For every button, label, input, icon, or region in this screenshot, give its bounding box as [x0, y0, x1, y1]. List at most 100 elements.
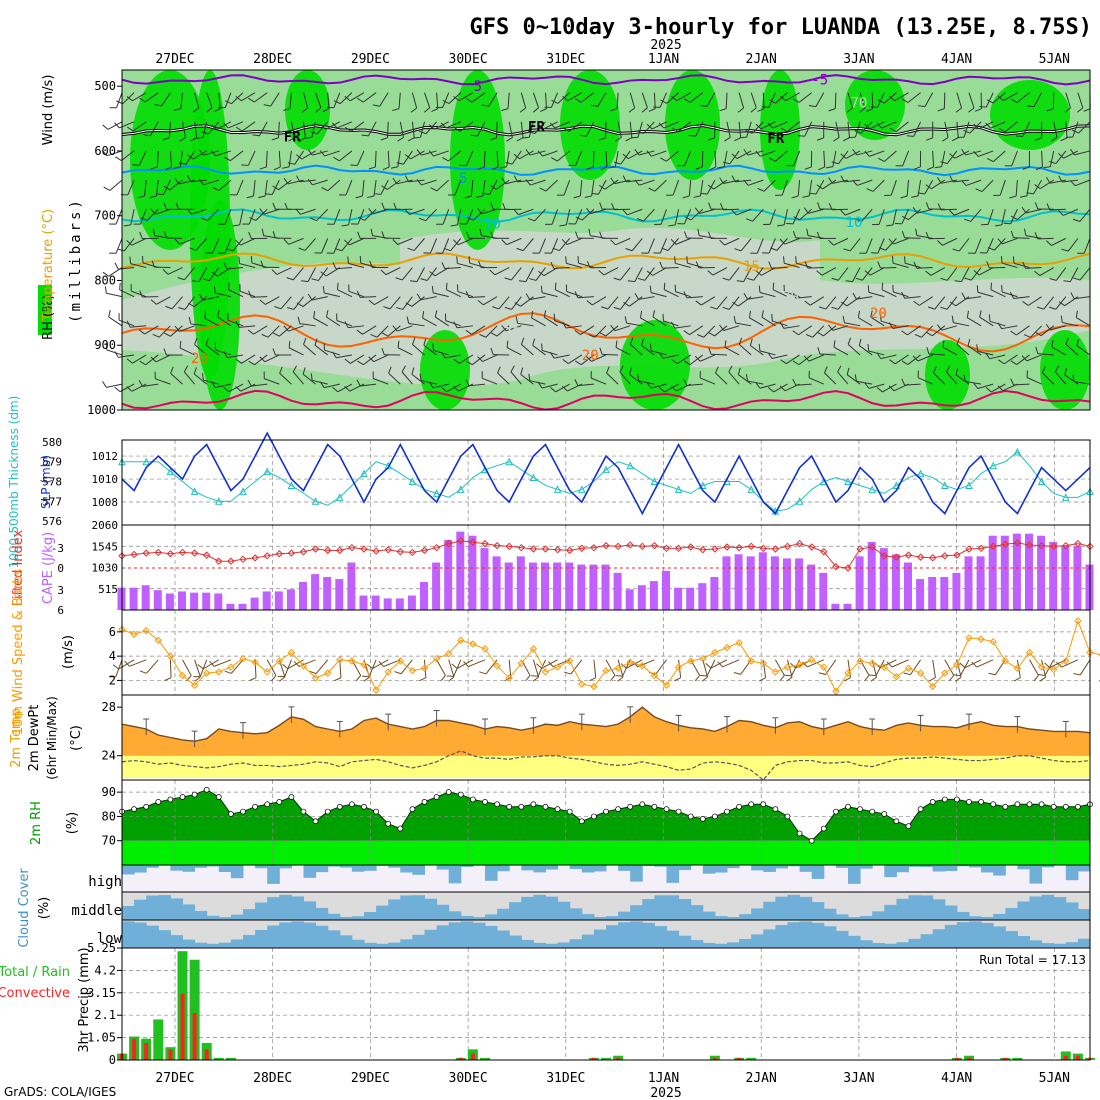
- upper-wind-barb-flag: [755, 150, 761, 157]
- cape-bar: [528, 562, 537, 610]
- thickness-marker: [214, 497, 223, 505]
- upper-wind-barb-flag: [259, 356, 266, 363]
- cloud-mid-bar: [787, 894, 801, 920]
- wind-speed-marker: [541, 668, 550, 676]
- cloud-high-bar: [194, 865, 208, 868]
- upper-wind-barb: [239, 290, 256, 298]
- upper-wind-barb: [941, 150, 946, 167]
- upper-wind-barb-flag: [411, 367, 415, 375]
- upper-wind-barb-flag: [646, 382, 652, 389]
- upper-wind-barb-flag: [559, 224, 567, 227]
- upper-wind-barb-flag: [624, 316, 628, 324]
- upper-wind-barb-flag: [936, 324, 942, 331]
- upper-wind-barb: [553, 267, 570, 269]
- upper-wind-barb-flag: [314, 338, 318, 346]
- upper-wind-barb-flag: [344, 95, 351, 102]
- precip-conv-bar: [180, 993, 185, 1060]
- upper-wind-barb: [171, 296, 183, 310]
- upper-wind-barb-flag: [357, 231, 361, 239]
- upper-wind-barb: [337, 383, 353, 393]
- upper-wind-barb-flag: [223, 351, 228, 358]
- upper-wind-barb-flag: [628, 107, 635, 113]
- upper-wind-barb-flag: [235, 126, 243, 132]
- surface-wind-barb-flag: [479, 671, 487, 675]
- upper-wind-barb: [796, 262, 812, 269]
- wind-speed-marker: [1013, 664, 1022, 672]
- cape-bar: [299, 581, 307, 610]
- upper-wind-barb: [458, 92, 474, 102]
- upper-wind-barb: [871, 92, 874, 109]
- upper-wind-barb-flag: [212, 186, 220, 192]
- upper-wind-barb: [510, 371, 522, 385]
- upper-wind-barb-flag: [688, 134, 696, 137]
- upper-wind-barb: [263, 208, 280, 215]
- upper-wind-barb-flag: [333, 100, 341, 105]
- upper-wind-barb-flag: [809, 192, 817, 195]
- upper-wind-barb: [506, 150, 510, 167]
- upper-wind-barb-flag: [797, 135, 805, 137]
- upper-wind-barb-flag: [320, 124, 326, 130]
- cloud-mid-bar: [654, 895, 667, 920]
- upper-wind-barb-flag: [750, 107, 757, 113]
- upper-wind-barb-flag: [283, 238, 290, 245]
- upper-wind-barb-flag: [201, 131, 209, 135]
- surface-wind-barb-flag: [953, 674, 961, 677]
- upper-wind-barb-flag: [453, 385, 459, 392]
- upper-wind-barb: [520, 373, 534, 385]
- upper-wind-barb: [425, 208, 437, 222]
- upper-wind-barb: [553, 354, 570, 359]
- upper-wind-barb: [433, 150, 449, 157]
- upper-wind-barb-flag: [724, 137, 731, 142]
- thickness-marker: [650, 477, 659, 486]
- upper-wind-barb-flag: [381, 332, 389, 337]
- upper-wind-barb: [904, 296, 921, 299]
- upper-wind-barb-flag: [1063, 280, 1071, 283]
- cape-bar: [1037, 535, 1046, 610]
- upper-wind-barb: [856, 179, 873, 186]
- upper-wind-barb-flag: [152, 333, 160, 338]
- cloud-high-bar: [230, 865, 244, 879]
- upper-wind-barb: [1016, 354, 1030, 365]
- rh-marker: [445, 789, 452, 795]
- li-tick: 6: [57, 604, 64, 617]
- rh-tick: 70: [102, 834, 116, 848]
- surface-wind-barb: [169, 659, 172, 678]
- upper-wind-barb: [215, 292, 232, 298]
- upper-wind-barb: [687, 262, 703, 269]
- upper-wind-barb-flag: [968, 107, 975, 113]
- upper-wind-barb: [170, 372, 183, 385]
- surface-wind-barb-flag: [959, 662, 966, 669]
- upper-wind-barb-flag: [966, 310, 969, 318]
- upper-wind-barb-flag: [783, 256, 785, 264]
- rh-marker: [397, 825, 404, 832]
- upper-wind-barb: [981, 179, 994, 192]
- upper-wind-barb: [507, 92, 510, 109]
- wind-speed-marker: [202, 669, 211, 677]
- upper-wind-barb-flag: [767, 352, 773, 359]
- upper-wind-barb: [858, 317, 873, 327]
- cloud-mid-bar: [569, 908, 583, 920]
- upper-wind-barb-flag: [792, 231, 797, 239]
- upper-wind-barb-flag: [1019, 195, 1028, 198]
- upper-wind-barb: [459, 121, 474, 132]
- upper-wind-barb: [868, 383, 885, 389]
- surface-wind-barb-flag: [309, 670, 317, 675]
- cloud-high-bar: [666, 865, 680, 883]
- upper-wind-barb-flag: [1027, 105, 1035, 108]
- upper-wind-barb-flag: [994, 224, 1002, 227]
- upper-wind-barb: [529, 296, 546, 301]
- upper-wind-barb-flag: [177, 277, 185, 281]
- upper-wind-barb: [870, 316, 885, 327]
- upper-wind-barb: [786, 121, 800, 133]
- li-marker: [178, 548, 187, 557]
- upper-wind-barb: [885, 238, 897, 251]
- upper-wind-barb: [254, 354, 268, 366]
- upper-wind-barb-flag: [637, 373, 640, 381]
- cloud-low-bar: [267, 925, 280, 948]
- upper-wind-barb: [169, 150, 172, 167]
- upper-wind-barb: [433, 349, 449, 356]
- upper-wind-barb: [240, 237, 256, 246]
- upper-wind-barb: [483, 296, 498, 306]
- upper-wind-barb-flag: [248, 97, 255, 103]
- upper-wind-barb: [161, 92, 171, 107]
